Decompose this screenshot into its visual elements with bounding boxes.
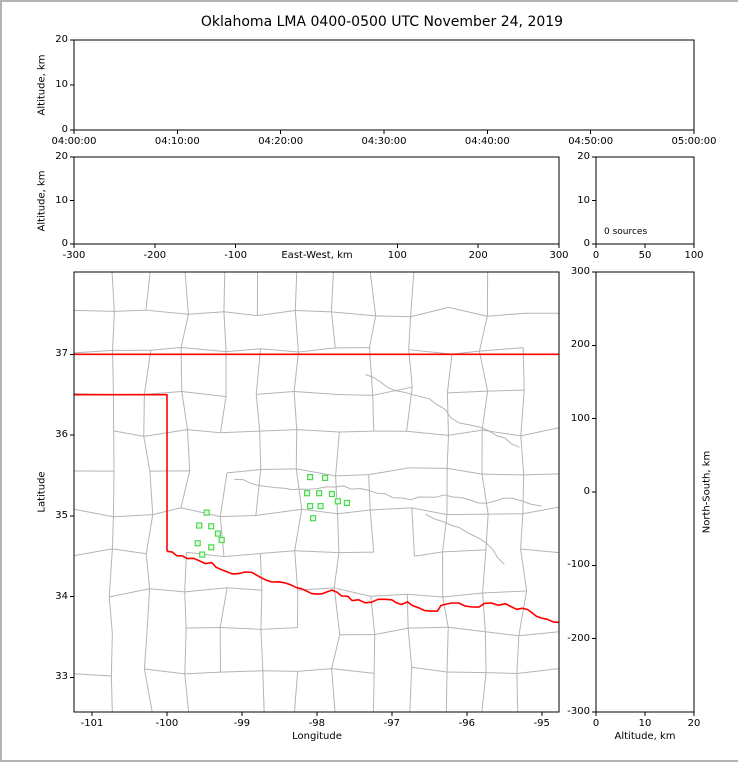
xtick-label: 04:20:00 xyxy=(258,136,303,148)
ns_height-frame xyxy=(596,272,694,712)
state-border-west xyxy=(73,395,168,552)
ytick-label: 100 xyxy=(546,413,590,425)
ytick-label: 200 xyxy=(546,339,590,351)
xtick-label: 50 xyxy=(639,250,652,262)
lma-station-marker xyxy=(335,499,340,504)
ytick-label: 300 xyxy=(546,266,590,278)
xtick-label: 04:00:00 xyxy=(52,136,97,148)
lma-station-marker xyxy=(317,491,322,496)
ytick-label: 0 xyxy=(546,238,590,250)
ytick-label: -100 xyxy=(546,559,590,571)
xtick-label: 100 xyxy=(684,250,703,262)
map-y-axis-label: Latitude xyxy=(37,471,48,512)
lma-station-marker xyxy=(318,504,323,509)
lma-station-marker xyxy=(209,545,214,550)
xtick-label: 04:30:00 xyxy=(362,136,407,148)
xtick-label: -101 xyxy=(81,718,104,730)
lma-station-marker xyxy=(195,541,200,546)
xtick-label: 200 xyxy=(469,250,488,262)
lma-station-marker xyxy=(209,524,214,529)
lma-station-marker xyxy=(215,531,220,536)
lma-station-marker xyxy=(329,492,334,497)
lma-station-marker xyxy=(308,475,313,480)
ytick-label: 0 xyxy=(546,486,590,498)
river-line xyxy=(366,375,520,448)
xtick-label: 0 xyxy=(593,250,599,262)
ns-height-x-axis-label: Altitude, km xyxy=(615,731,676,742)
xtick-label: 300 xyxy=(549,250,568,262)
xtick-label: -300 xyxy=(63,250,86,262)
xtick-label: -100 xyxy=(156,718,179,730)
ew_height-frame xyxy=(74,157,559,244)
xtick-label: 04:50:00 xyxy=(568,136,613,148)
ytick-label: 20 xyxy=(546,151,590,163)
ytick-label: 0 xyxy=(24,238,68,250)
ytick-label: -300 xyxy=(546,706,590,718)
figure-title: Oklahoma LMA 0400-0500 UTC November 24, … xyxy=(72,14,692,30)
xtick-label: 04:40:00 xyxy=(465,136,510,148)
ytick-label: 10 xyxy=(546,195,590,207)
xtick-label: -100 xyxy=(224,250,247,262)
lma-station-marker xyxy=(344,500,349,505)
lma-station-marker xyxy=(219,538,224,543)
xtick-label: -96 xyxy=(459,718,475,730)
ytick-label: 20 xyxy=(24,151,68,163)
lma-station-marker xyxy=(204,510,209,515)
xtick-label: -97 xyxy=(384,718,400,730)
lma-station-marker xyxy=(200,552,205,557)
ytick-label: 37 xyxy=(24,348,68,360)
map-content xyxy=(73,272,562,712)
ns-height-y-axis-label: North-South, km xyxy=(702,451,713,534)
xtick-label: 0 xyxy=(593,718,599,730)
time_height-frame xyxy=(74,40,694,130)
xtick-label: 04:10:00 xyxy=(155,136,200,148)
xtick-label: 10 xyxy=(639,718,652,730)
ytick-label: 10 xyxy=(24,195,68,207)
lma-station-marker xyxy=(308,504,313,509)
ytick-label: 33 xyxy=(24,671,68,683)
ytick-label: 0 xyxy=(24,124,68,136)
ytick-label: 35 xyxy=(24,510,68,522)
ytick-label: 10 xyxy=(24,79,68,91)
ytick-label: 36 xyxy=(24,429,68,441)
ytick-label: 20 xyxy=(24,34,68,46)
lma-station-marker xyxy=(305,491,310,496)
xtick-label: 05:00:00 xyxy=(672,136,717,148)
lma-station-marker xyxy=(197,523,202,528)
xtick-label: -200 xyxy=(143,250,166,262)
xtick-label: -98 xyxy=(309,718,325,730)
river-line xyxy=(234,480,541,507)
xtick-label: -95 xyxy=(534,718,550,730)
ytick-label: 34 xyxy=(24,591,68,603)
lma-station-marker xyxy=(311,516,316,521)
map-x-axis-label: Longitude xyxy=(292,731,342,742)
source-count-annotation: 0 sources xyxy=(604,227,647,237)
ew-height-x-axis-label: East-West, km xyxy=(281,250,352,261)
xtick-label: 20 xyxy=(688,718,701,730)
xtick-label: 100 xyxy=(388,250,407,262)
xtick-label: -99 xyxy=(234,718,250,730)
ytick-label: -200 xyxy=(546,633,590,645)
river-line xyxy=(426,514,505,564)
lma-station-marker xyxy=(323,475,328,480)
